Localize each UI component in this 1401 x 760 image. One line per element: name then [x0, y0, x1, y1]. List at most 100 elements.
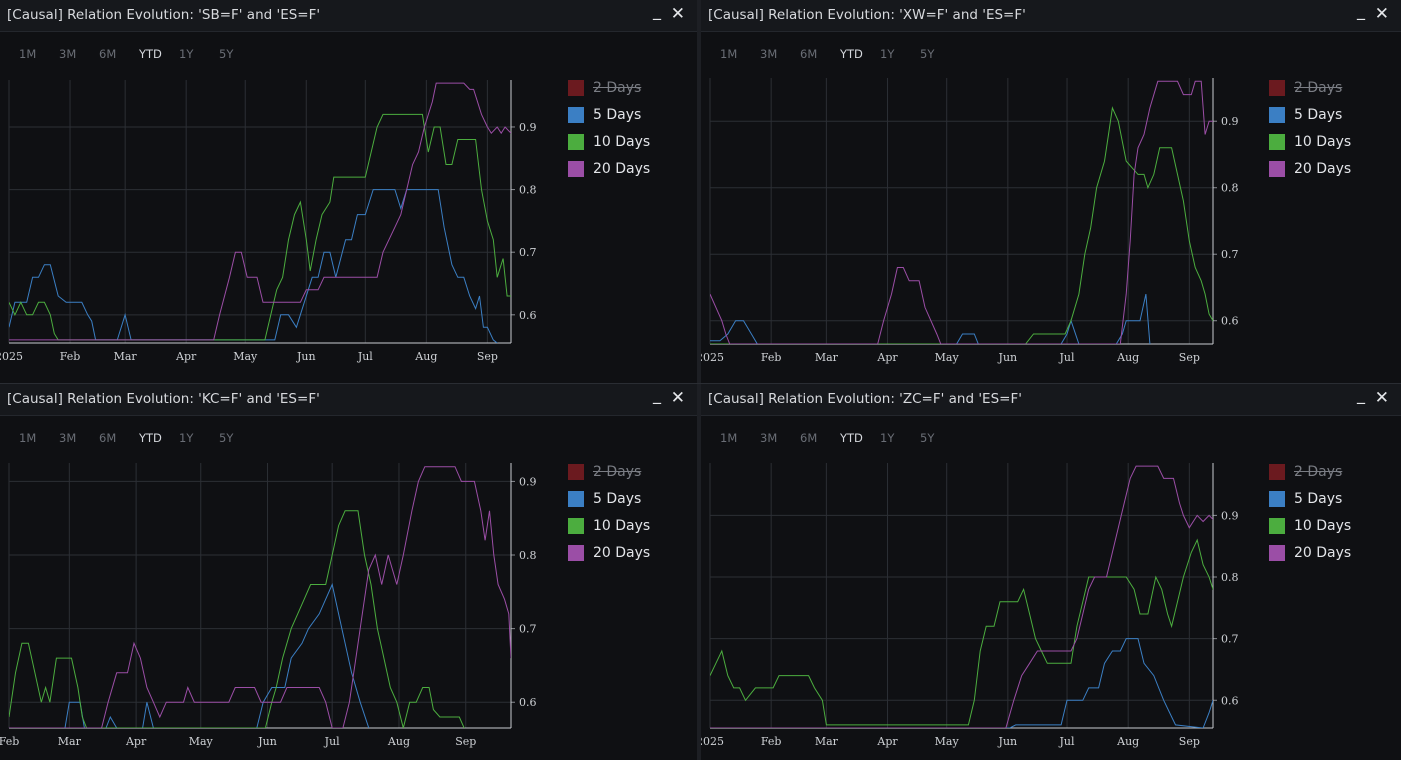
legend-item-20-days[interactable]: 20 Days — [568, 539, 650, 566]
range-button-ytd[interactable]: YTD — [139, 47, 162, 61]
legend-swatch — [568, 133, 584, 150]
legend-swatch — [568, 160, 584, 177]
panel-title: [Causal] Relation Evolution: 'XW=F' and … — [708, 7, 1026, 23]
close-button[interactable]: ✕ — [1374, 388, 1389, 408]
legend-item-5-days[interactable]: 5 Days — [1269, 485, 1351, 512]
title-bar: [Causal] Relation Evolution: 'XW=F' and … — [701, 0, 1401, 32]
legend-swatch — [1269, 463, 1285, 480]
range-button-3m[interactable]: 3M — [760, 47, 778, 61]
x-tick-label: Aug — [1116, 735, 1139, 748]
legend-swatch — [1269, 79, 1285, 96]
panel-title: [Causal] Relation Evolution: 'SB=F' and … — [7, 7, 321, 23]
legend-item-2-days[interactable]: 2 Days — [1269, 458, 1351, 485]
x-tick-label: Apr — [175, 350, 197, 363]
minimize-button[interactable]: _ — [653, 385, 661, 404]
range-button-1m[interactable]: 1M — [19, 431, 37, 445]
range-button-1m[interactable]: 1M — [720, 47, 738, 61]
y-tick-label: 0.8 — [1221, 182, 1239, 195]
legend-item-20-days[interactable]: 20 Days — [1269, 155, 1351, 182]
legend-item-5-days[interactable]: 5 Days — [568, 485, 650, 512]
legend-item-5-days[interactable]: 5 Days — [568, 101, 650, 128]
series-line-5-days — [9, 582, 370, 728]
range-button-1m[interactable]: 1M — [19, 47, 37, 61]
legend-label: 20 Days — [593, 160, 651, 177]
legend: 2 Days 5 Days 10 Days 20 Days — [568, 458, 650, 566]
close-button[interactable]: ✕ — [1374, 4, 1389, 24]
series-line-10-days — [9, 113, 511, 341]
x-tick-label: Apr — [876, 735, 898, 748]
range-button-6m[interactable]: 6M — [99, 431, 117, 445]
legend-swatch — [568, 517, 584, 534]
range-selector: 1M 3M 6M YTD 1Y 5Y — [720, 47, 960, 61]
panel-divider-vertical — [697, 0, 701, 760]
range-button-1y[interactable]: 1Y — [880, 431, 895, 445]
minimize-button[interactable]: _ — [653, 1, 661, 20]
x-tick-label: May — [935, 735, 960, 748]
x-tick-label: Jul — [1059, 735, 1075, 748]
series-line-10-days — [710, 106, 1213, 344]
range-button-5y[interactable]: 5Y — [920, 47, 935, 61]
range-button-5y[interactable]: 5Y — [920, 431, 935, 445]
panel-title: [Causal] Relation Evolution: 'ZC=F' and … — [708, 391, 1022, 407]
range-button-6m[interactable]: 6M — [99, 47, 117, 61]
x-tick-label: Mar — [815, 735, 839, 748]
legend: 2 Days 5 Days 10 Days 20 Days — [568, 74, 650, 182]
range-button-6m[interactable]: 6M — [800, 47, 818, 61]
legend-item-10-days[interactable]: 10 Days — [1269, 128, 1351, 155]
series-line-20-days — [710, 465, 1213, 728]
y-tick-label: 0.6 — [519, 309, 537, 322]
range-button-6m[interactable]: 6M — [800, 431, 818, 445]
range-button-5y[interactable]: 5Y — [219, 431, 234, 445]
x-tick-label: 2025 — [701, 351, 724, 364]
legend-item-20-days[interactable]: 20 Days — [568, 155, 650, 182]
legend-label: 2 Days — [593, 79, 642, 96]
legend-label: 20 Days — [1294, 160, 1352, 177]
legend-swatch — [568, 106, 584, 123]
legend-item-5-days[interactable]: 5 Days — [1269, 101, 1351, 128]
minimize-button[interactable]: _ — [1357, 385, 1365, 404]
legend-swatch — [1269, 517, 1285, 534]
y-tick-label: 0.9 — [519, 475, 537, 488]
x-tick-label: Apr — [876, 351, 898, 364]
close-button[interactable]: ✕ — [670, 4, 685, 24]
range-button-1y[interactable]: 1Y — [179, 431, 194, 445]
legend-item-10-days[interactable]: 10 Days — [1269, 512, 1351, 539]
range-button-ytd[interactable]: YTD — [840, 431, 863, 445]
close-button[interactable]: ✕ — [670, 388, 685, 408]
panel-title: [Causal] Relation Evolution: 'KC=F' and … — [7, 391, 320, 407]
line-chart: 2025 Feb Mar Apr May Jun Jul Aug Sep 0.6 0.7 0.8 0.9 — [0, 80, 537, 363]
legend-item-2-days[interactable]: 2 Days — [568, 74, 650, 101]
x-tick-label: Jun — [257, 735, 277, 748]
x-tick-label: Mar — [58, 735, 82, 748]
legend-swatch — [1269, 133, 1285, 150]
minimize-button[interactable]: _ — [1357, 1, 1365, 20]
legend-label: 5 Days — [593, 490, 642, 507]
legend-label: 10 Days — [1294, 133, 1352, 150]
legend-label: 2 Days — [1294, 79, 1343, 96]
range-button-5y[interactable]: 5Y — [219, 47, 234, 61]
range-button-1y[interactable]: 1Y — [880, 47, 895, 61]
legend-item-2-days[interactable]: 2 Days — [1269, 74, 1351, 101]
x-tick-label: Feb — [0, 735, 19, 748]
range-button-1m[interactable]: 1M — [720, 431, 738, 445]
legend-label: 2 Days — [1294, 463, 1343, 480]
range-button-3m[interactable]: 3M — [59, 47, 77, 61]
range-button-3m[interactable]: 3M — [760, 431, 778, 445]
range-button-1y[interactable]: 1Y — [179, 47, 194, 61]
x-tick-label: Jul — [357, 350, 373, 363]
legend-label: 10 Days — [593, 517, 651, 534]
range-button-ytd[interactable]: YTD — [139, 431, 162, 445]
range-button-ytd[interactable]: YTD — [840, 47, 863, 61]
x-tick-label: Apr — [125, 735, 147, 748]
x-tick-label: Jul — [1059, 351, 1075, 364]
legend-item-10-days[interactable]: 10 Days — [568, 128, 650, 155]
legend-item-20-days[interactable]: 20 Days — [1269, 539, 1351, 566]
x-tick-label: 2025 — [701, 735, 724, 748]
chart-panel-4: [Causal] Relation Evolution: 'ZC=F' and … — [701, 384, 1401, 760]
range-button-3m[interactable]: 3M — [59, 431, 77, 445]
y-tick-label: 0.8 — [1221, 571, 1239, 584]
legend-item-2-days[interactable]: 2 Days — [568, 458, 650, 485]
legend-swatch — [568, 463, 584, 480]
legend-item-10-days[interactable]: 10 Days — [568, 512, 650, 539]
x-tick-label: Jun — [296, 350, 316, 363]
